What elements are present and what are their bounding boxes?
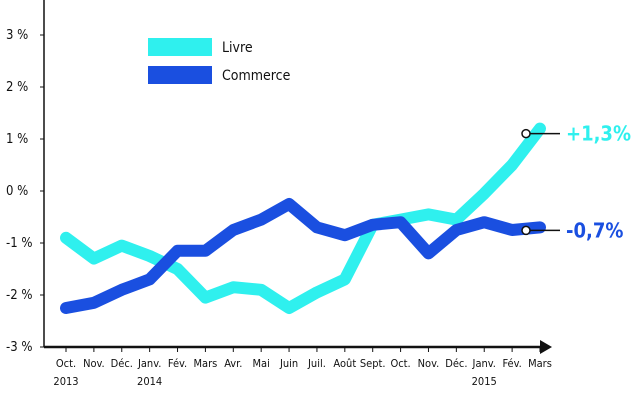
x-tick-label: Oct.: [56, 357, 76, 370]
data-point-commerce: [539, 226, 541, 228]
data-point-commerce: [65, 307, 67, 309]
x-tick-label: Juil.: [307, 357, 326, 370]
data-point-livre: [204, 297, 206, 299]
data-point-commerce: [232, 229, 234, 231]
y-tick-label: -3 %: [6, 340, 33, 355]
x-tick-label: Oct.: [390, 357, 410, 370]
data-point-livre: [511, 164, 513, 166]
data-point-livre: [177, 268, 179, 270]
x-axis-arrow-icon: [540, 340, 552, 354]
data-point-commerce: [427, 252, 429, 254]
legend-label-livre: Livre: [222, 40, 253, 56]
data-point-commerce: [316, 226, 318, 228]
data-point-commerce: [177, 250, 179, 252]
x-tick-label: Mars: [528, 357, 552, 370]
y-tick-label: -1 %: [6, 236, 33, 251]
data-point-commerce: [372, 224, 374, 226]
x-axis-ticks: Oct. Nov. Déc. Janv. Fév. Mars Avr. Mai Juin Juil…: [53, 347, 552, 388]
x-tick-label: Fév.: [168, 357, 187, 370]
x-tick-label: Janv.: [472, 357, 496, 370]
legend-swatch-commerce: [148, 66, 212, 84]
data-point-commerce: [483, 221, 485, 223]
data-point-livre: [539, 128, 541, 130]
end-label-commerce: -0,7%: [566, 218, 623, 242]
x-tick-label: Mai: [252, 357, 269, 370]
x-tick-label: Juin: [279, 357, 298, 370]
chart-axes: [43, 0, 552, 354]
data-point-commerce: [121, 289, 123, 291]
x-tick-label: Août: [333, 357, 356, 370]
data-point-livre: [232, 286, 234, 288]
series-lines: [60, 122, 546, 314]
data-point-livre: [65, 237, 67, 239]
data-point-livre: [288, 307, 290, 309]
data-point-commerce: [288, 203, 290, 205]
y-tick-label: 3 %: [6, 28, 28, 43]
x-tick-label: Déc.: [445, 357, 467, 370]
legend-swatch-livre: [148, 38, 212, 56]
data-point-commerce: [344, 234, 346, 236]
data-point-livre: [316, 291, 318, 293]
data-point-livre: [344, 278, 346, 280]
data-point-livre: [260, 289, 262, 291]
data-point-livre: [455, 219, 457, 221]
end-label-livre: +1,3%: [566, 122, 631, 146]
data-point-livre: [121, 245, 123, 247]
data-point-commerce: [204, 250, 206, 252]
y-tick-label: -2 %: [6, 288, 33, 303]
data-point-commerce: [400, 221, 402, 223]
series-line-commerce: [60, 198, 546, 314]
x-year-label: 2013: [53, 375, 78, 388]
legend-label-commerce: Commerce: [222, 68, 291, 84]
y-axis-ticks: 3 % 2 % 1 % 0 % -1 % -2 % -3 %: [6, 28, 44, 355]
series-line-livre: [60, 122, 546, 314]
x-tick-label: Déc.: [111, 357, 133, 370]
end-labels: +1,3% -0,7%: [521, 122, 631, 242]
x-year-label: 2014: [137, 375, 162, 388]
data-point-livre: [93, 258, 95, 260]
data-point-livre: [149, 255, 151, 257]
x-tick-label: Sept.: [360, 357, 386, 370]
x-year-label: 2015: [472, 375, 497, 388]
y-tick-label: 1 %: [6, 132, 28, 147]
data-point-commerce: [455, 229, 457, 231]
data-point-livre: [427, 213, 429, 215]
y-tick-label: 0 %: [6, 184, 28, 199]
data-point-commerce: [149, 278, 151, 280]
data-point-commerce: [511, 229, 513, 231]
data-point-commerce: [93, 302, 95, 304]
legend: Livre Commerce: [148, 38, 291, 84]
end-marker-icon: [521, 225, 531, 236]
x-tick-label: Avr.: [224, 357, 242, 370]
end-marker-icon: [521, 128, 531, 139]
y-tick-label: 2 %: [6, 80, 28, 95]
x-tick-label: Mars: [193, 357, 217, 370]
data-point-livre: [483, 193, 485, 195]
x-tick-label: Janv.: [137, 357, 161, 370]
data-point-commerce: [260, 219, 262, 221]
x-tick-label: Fév.: [502, 357, 521, 370]
x-tick-label: Nov.: [418, 357, 440, 370]
x-tick-label: Nov.: [83, 357, 105, 370]
